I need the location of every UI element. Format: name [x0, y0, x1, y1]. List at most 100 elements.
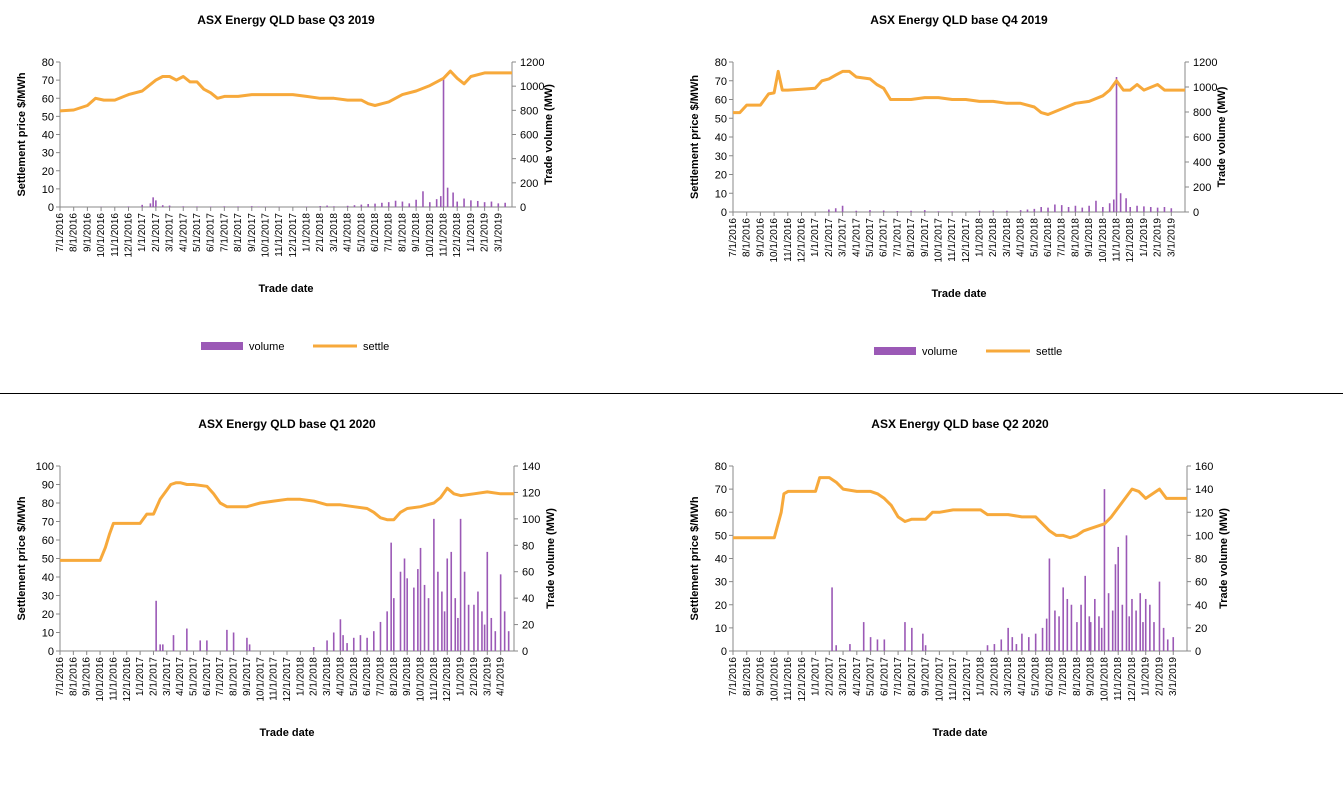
volume-bar — [1027, 210, 1029, 213]
y2-tick-label: 80 — [1195, 554, 1207, 566]
volume-bar — [251, 206, 253, 207]
x-tick-label: 7/1/2016 — [55, 657, 66, 696]
volume-bar — [1128, 616, 1130, 651]
y2-axis-title: Trade volume (MW) — [543, 84, 555, 185]
x-tick-label: 3/1/2018 — [1003, 657, 1014, 696]
x-tick-label: 11/1/2017 — [948, 657, 959, 701]
chart-title: ASX Energy QLD base Q3 2019 — [197, 13, 375, 27]
volume-bar — [835, 645, 837, 651]
y2-axis-title: Trade volume (MW) — [1218, 508, 1230, 609]
x-tick-label: 3/1/2019 — [1168, 657, 1179, 696]
x-tick-label: 3/1/2017 — [162, 657, 173, 696]
x-tick-label: 5/1/2017 — [192, 213, 203, 252]
volume-bar — [498, 203, 500, 207]
x-axis-title: Trade date — [258, 283, 313, 295]
volume-bar — [855, 211, 857, 212]
volume-bar — [464, 572, 466, 651]
y2-tick-label: 100 — [522, 514, 540, 526]
x-tick-label: 1/1/2019 — [466, 213, 477, 252]
x-tick-label: 9/1/2017 — [242, 657, 253, 696]
x-tick-label: 7/1/2016 — [728, 218, 739, 257]
volume-bar — [1088, 206, 1090, 212]
volume-bar — [870, 637, 872, 651]
volume-bar — [386, 611, 388, 651]
y-tick-label: 60 — [42, 535, 54, 547]
legend-settle-label: settle — [1036, 346, 1062, 358]
volume-bar — [360, 635, 362, 651]
x-tick-label: 10/1/2017 — [933, 218, 944, 263]
volume-bar — [333, 633, 335, 652]
y-tick-label: 70 — [715, 484, 727, 496]
x-tick-label: 11/1/2018 — [439, 213, 450, 257]
y2-tick-label: 80 — [522, 540, 534, 552]
x-tick-label: 4/1/2017 — [178, 213, 189, 252]
volume-bar — [1084, 576, 1086, 651]
y-tick-label: 50 — [42, 111, 54, 123]
volume-bar — [1150, 207, 1152, 212]
x-tick-label: 8/1/2018 — [397, 213, 408, 252]
x-axis-title: Trade date — [931, 288, 986, 300]
x-tick-label: 2/1/2018 — [315, 213, 326, 252]
volume-bar — [420, 548, 422, 651]
volume-bar — [842, 206, 844, 212]
y-tick-label: 60 — [715, 507, 727, 519]
x-tick-label: 1/1/2018 — [302, 213, 313, 252]
volume-bar — [1098, 616, 1100, 651]
x-tick-label: 11/1/2017 — [274, 213, 285, 257]
chart-q4-2019: ASX Energy QLD base Q4 20190102030405060… — [688, 0, 1328, 385]
y2-tick-label: 1000 — [1193, 82, 1217, 94]
x-tick-label: 7/1/2018 — [1057, 218, 1068, 257]
volume-bar — [1125, 198, 1127, 212]
volume-bar — [1020, 210, 1022, 212]
volume-bar — [162, 205, 164, 207]
x-tick-label: 8/1/2018 — [389, 657, 400, 696]
volume-bar — [877, 639, 879, 651]
volume-bar — [1061, 205, 1063, 212]
volume-bar — [428, 598, 430, 651]
volume-bar — [1046, 619, 1048, 651]
volume-bar — [1142, 622, 1144, 651]
x-tick-label: 12/1/2017 — [961, 218, 972, 263]
x-tick-label: 4/1/2019 — [496, 657, 507, 696]
legend-volume-label: volume — [249, 341, 284, 353]
volume-bar — [1035, 634, 1037, 651]
volume-bar — [444, 611, 446, 651]
volume-bar — [1054, 611, 1056, 651]
volume-bar — [233, 633, 235, 652]
x-tick-label: 1/1/2017 — [137, 213, 148, 252]
y2-tick-label: 1000 — [520, 81, 544, 93]
volume-bar — [374, 204, 376, 207]
volume-bar — [340, 619, 342, 651]
chart-title: ASX Energy QLD base Q2 2020 — [871, 417, 1049, 431]
chart-title: ASX Energy QLD base Q4 2019 — [870, 13, 1048, 27]
divider-middle — [650, 393, 700, 394]
divider-left — [0, 393, 650, 394]
volume-bar — [380, 622, 382, 651]
volume-bar — [1102, 207, 1104, 212]
volume-bar — [484, 202, 486, 207]
volume-bar — [1115, 564, 1117, 651]
y-tick-label: 70 — [42, 517, 54, 529]
volume-bar — [1034, 209, 1036, 212]
y2-tick-label: 1200 — [1193, 57, 1217, 69]
volume-bar — [904, 622, 906, 651]
x-tick-label: 8/1/2017 — [229, 657, 240, 696]
volume-bar — [417, 569, 419, 651]
x-tick-label: 2/1/2019 — [480, 213, 491, 252]
y2-tick-label: 800 — [1193, 107, 1211, 119]
volume-bar — [863, 622, 865, 651]
x-tick-label: 11/1/2018 — [1113, 657, 1124, 701]
x-tick-label: 1/1/2019 — [1139, 218, 1150, 257]
settle-line — [733, 478, 1187, 538]
volume-bar — [150, 203, 152, 207]
x-tick-label: 7/1/2017 — [892, 218, 903, 257]
volume-bar — [367, 204, 369, 207]
volume-bar — [152, 197, 154, 207]
volume-bar — [495, 631, 497, 651]
x-tick-label: 5/1/2018 — [356, 213, 367, 252]
volume-bar — [441, 592, 443, 651]
y-tick-label: 20 — [715, 600, 727, 612]
volume-bar — [1075, 206, 1077, 212]
x-tick-label: 8/1/2017 — [233, 213, 244, 252]
x-tick-label: 9/1/2018 — [411, 213, 422, 252]
